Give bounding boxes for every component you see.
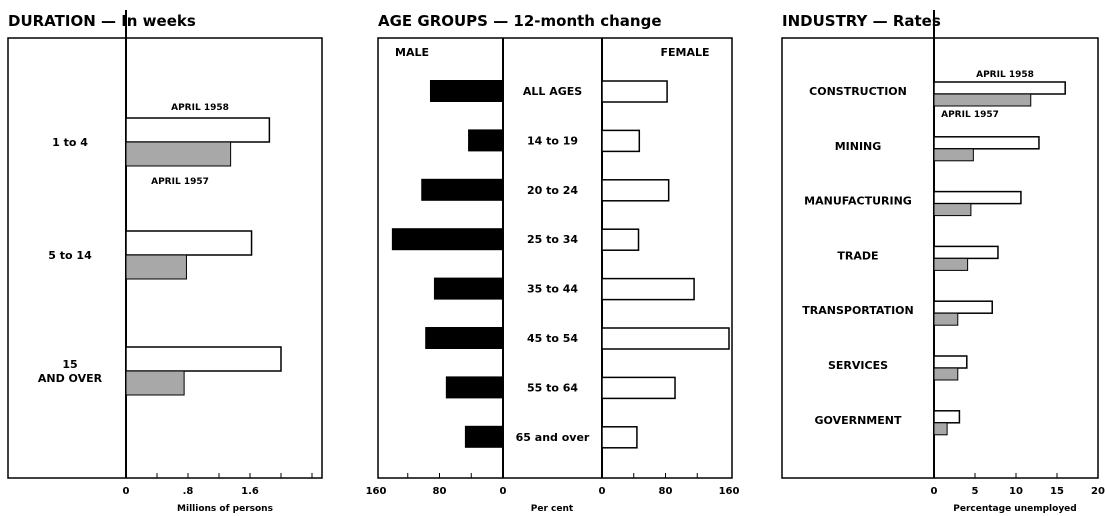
age-title: AGE GROUPS — 12-month change xyxy=(378,12,662,30)
age-female-bar xyxy=(601,426,638,449)
industry-bar-1957 xyxy=(933,203,972,217)
female-header: FEMALE xyxy=(660,46,709,59)
age-female-bar xyxy=(601,376,676,400)
industry-bar-1957 xyxy=(933,148,974,162)
age-category-label: 14 to 19 xyxy=(527,134,578,147)
industry-tick-label: 10 xyxy=(1009,486,1023,497)
age-female-bar xyxy=(601,228,640,251)
age-male-bar xyxy=(468,129,503,152)
age-tick-label-left: 80 xyxy=(433,486,447,497)
male-header: MALE xyxy=(395,46,429,59)
age-female-bar xyxy=(601,129,641,153)
duration-bar-1958 xyxy=(125,230,253,256)
duration-bar-1957 xyxy=(125,370,185,396)
age-female-bar xyxy=(601,80,668,103)
age-male-bar xyxy=(425,327,503,349)
industry-tick-label: 0 xyxy=(931,486,938,497)
industry-bar-1957 xyxy=(933,312,959,326)
industry-category-label: TRANSPORTATION xyxy=(802,304,913,317)
industry-legend-1957: APRIL 1957 xyxy=(941,110,999,120)
duration-tick-label: 1.6 xyxy=(241,486,259,497)
industry-category-label: MINING xyxy=(835,140,882,153)
industry-bar-1958 xyxy=(933,300,993,314)
age-axis-title: Per cent xyxy=(531,504,574,514)
industry-bar-1958 xyxy=(933,190,1022,205)
duration-bar-1957 xyxy=(125,141,232,167)
age-category-label: 55 to 64 xyxy=(527,381,578,394)
duration-category-label: 15 xyxy=(62,358,77,371)
industry-category-label: CONSTRUCTION xyxy=(809,85,907,98)
industry-bar-1957 xyxy=(933,422,948,436)
age-bars: ALL AGES 14 to 19 20 to 24 25 to 34 35 to 44… xyxy=(366,38,740,497)
duration-tick-label: 0 xyxy=(123,486,130,497)
age-tick-label-left: 160 xyxy=(366,486,387,497)
age-male-bar xyxy=(391,228,503,251)
industry-panel: INDUSTRY — Rates CONSTRUCTION MINING MANUF… xyxy=(781,10,1105,514)
duration-title: DURATION — In weeks xyxy=(8,12,196,30)
age-male-bar xyxy=(445,376,503,399)
age-category-label: 65 and over xyxy=(516,431,590,444)
age-category-label: 25 to 34 xyxy=(527,233,578,246)
duration-legend-1958: APRIL 1958 xyxy=(171,103,229,113)
age-tick-label-left: 0 xyxy=(500,486,507,497)
duration-category-label: 5 to 14 xyxy=(48,249,92,262)
industry-title: INDUSTRY — Rates xyxy=(782,12,941,30)
industry-category-label: SERVICES xyxy=(828,359,888,372)
age-male-bar xyxy=(429,80,503,102)
industry-tick-label: 20 xyxy=(1091,486,1105,497)
duration-frame xyxy=(7,37,323,479)
industry-category-label: TRADE xyxy=(837,249,878,262)
duration-bar-1958 xyxy=(125,346,282,372)
duration-bar-1958 xyxy=(125,117,271,143)
duration-axis-title: Millions of persons xyxy=(177,504,273,514)
duration-category-label: AND OVER xyxy=(38,372,103,385)
industry-bar-1957 xyxy=(933,257,969,271)
industry-axis-title: Percentage unemployed xyxy=(953,504,1076,514)
industry-tick-label: 5 xyxy=(972,486,979,497)
industry-bar-1957 xyxy=(933,367,959,381)
age-tick-label-right: 160 xyxy=(719,486,740,497)
age-male-bar xyxy=(421,178,503,201)
industry-frame xyxy=(781,37,1099,479)
duration-tick-label: .8 xyxy=(183,486,194,497)
industry-legend-1958: APRIL 1958 xyxy=(976,70,1034,80)
age-frame xyxy=(377,37,733,479)
duration-legend-1957: APRIL 1957 xyxy=(151,177,209,187)
age-male-bar xyxy=(464,425,503,448)
age-tick-label-right: 0 xyxy=(599,486,606,497)
age-panel: AGE GROUPS — 12-month change MALE FEMALE… xyxy=(366,12,740,514)
age-male-bar xyxy=(433,277,503,300)
age-category-label: ALL AGES xyxy=(523,85,582,98)
industry-category-label: MANUFACTURING xyxy=(804,195,912,208)
age-category-label: 45 to 54 xyxy=(527,332,578,345)
industry-bar-1958 xyxy=(933,81,1066,95)
industry-bar-1958 xyxy=(933,136,1040,150)
age-category-label: 20 to 24 xyxy=(527,184,578,197)
age-tick-label-right: 80 xyxy=(659,486,673,497)
industry-bar-1958 xyxy=(933,245,999,260)
industry-bar-1957 xyxy=(933,93,1032,107)
age-category-label: 35 to 44 xyxy=(527,283,578,296)
duration-category-label: 1 to 4 xyxy=(52,136,88,149)
age-female-bar xyxy=(601,327,730,350)
age-female-bar xyxy=(601,179,670,202)
industry-category-label: GOVERNMENT xyxy=(815,414,902,427)
duration-bar-1957 xyxy=(125,254,187,280)
industry-bar-1958 xyxy=(933,410,961,424)
age-female-bar xyxy=(601,277,695,301)
industry-tick-label: 15 xyxy=(1050,486,1064,497)
industry-bars: CONSTRUCTION MINING MANUFACTURING TRADE TRAN… xyxy=(802,10,1105,497)
industry-bar-1958 xyxy=(933,355,968,369)
